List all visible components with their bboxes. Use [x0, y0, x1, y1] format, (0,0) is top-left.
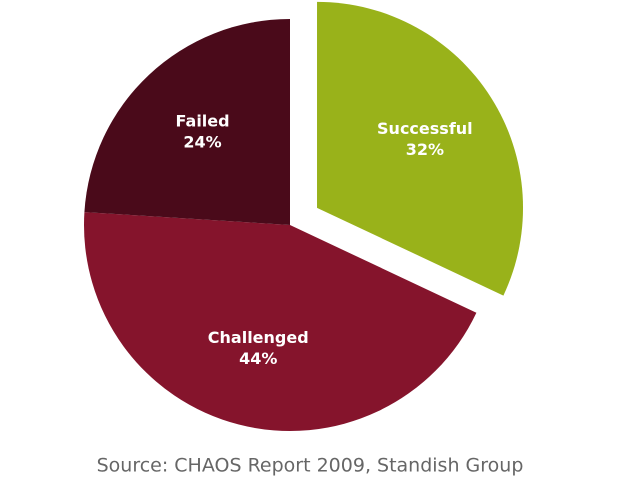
pie-slice: [83, 212, 477, 432]
slice-category: Challenged: [208, 328, 309, 347]
slice-category: Failed: [176, 111, 230, 130]
slice-value: 32%: [406, 140, 444, 159]
pie-slice: [317, 1, 524, 296]
slice-category: Successful: [377, 119, 473, 138]
slice-value: 44%: [239, 349, 277, 368]
slice-value: 24%: [183, 132, 221, 151]
pie-slice: [84, 19, 290, 225]
source-note: Source: CHAOS Report 2009, Standish Grou…: [97, 455, 524, 477]
